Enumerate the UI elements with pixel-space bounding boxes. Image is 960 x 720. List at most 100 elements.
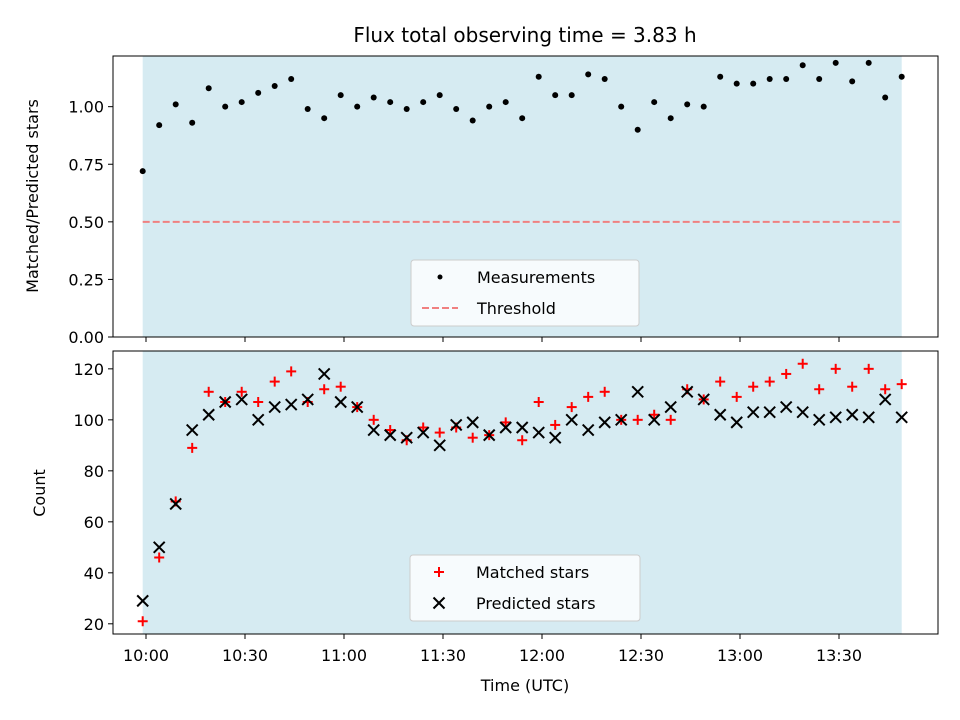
- predicted-stars-point: [334, 395, 347, 409]
- measurement-point: [700, 103, 707, 110]
- predicted-stars-point: [367, 423, 380, 437]
- predicted-stars-point: [713, 408, 727, 421]
- y-tick-label: 0.00: [68, 328, 104, 347]
- matched-stars-point: [748, 381, 759, 392]
- measurement-point: [552, 92, 559, 99]
- matched-stars-point: [847, 381, 858, 392]
- matched-stars-point: [203, 386, 214, 397]
- measurement-point: [469, 117, 476, 124]
- matched-stars-point: [253, 396, 264, 407]
- y-tick-label: 0.75: [68, 155, 104, 174]
- y-tick-label: 20: [84, 615, 104, 634]
- legend-label: Predicted stars: [476, 594, 596, 613]
- y-tick-label: 0.50: [68, 213, 104, 232]
- predicted-stars-point: [499, 421, 512, 434]
- measurement-point: [189, 119, 196, 126]
- measurement-point: [618, 103, 625, 110]
- matched-stars-point: [566, 402, 577, 413]
- predicted-stars-point: [730, 416, 743, 429]
- measurement-point: [766, 76, 773, 83]
- matched-stars-point: [533, 396, 544, 407]
- measurement-point: [436, 92, 443, 99]
- predicted-stars-point: [350, 400, 364, 414]
- matched-stars-point: [599, 386, 610, 397]
- measurement-point: [667, 115, 674, 122]
- measurement-point: [420, 99, 427, 106]
- predicted-stars-point: [532, 426, 545, 439]
- predicted-stars-point: [845, 408, 859, 421]
- axes-frame: [112, 350, 939, 635]
- x-tick-label: 10:30: [222, 646, 268, 665]
- measurement-point: [519, 115, 526, 122]
- legend-label: Threshold: [476, 299, 556, 318]
- measurement-point: [255, 89, 262, 96]
- predicted-stars-point: [796, 405, 809, 419]
- measurement-point: [535, 73, 542, 80]
- predicted-stars-point: [631, 385, 644, 398]
- measurement-point: [783, 76, 790, 83]
- predicted-stars-point: [218, 395, 232, 409]
- legend-marker: [432, 596, 446, 610]
- y-tick-label: 120: [73, 360, 104, 379]
- predicted-stars-point: [466, 416, 479, 429]
- count-panel: 20 40 60 80 100 120 10:00 10:30 11:00 11:30 12:00 1…: [73, 350, 939, 665]
- measurement-point: [271, 82, 278, 89]
- measurement-point: [585, 71, 592, 78]
- matched-stars-point: [368, 414, 379, 425]
- predicted-stars-point: [812, 413, 826, 427]
- measurement-point: [238, 99, 245, 106]
- legend-box: [409, 554, 641, 622]
- matched-stars-point: [467, 432, 478, 443]
- matched-stars-point: [665, 414, 676, 425]
- predicted-stars-point: [664, 400, 677, 414]
- predicted-stars-point: [268, 400, 281, 414]
- bottom-y-axis-label: Count: [30, 469, 49, 517]
- predicted-stars-point: [614, 413, 628, 427]
- y-tick-label: 0.25: [68, 270, 104, 289]
- measurement-point: [799, 62, 806, 69]
- measurement-point: [370, 94, 377, 101]
- measurement-point: [222, 103, 229, 110]
- predicted-stars-point: [895, 411, 908, 424]
- matched-stars-point: [731, 391, 742, 402]
- measurement-point: [453, 105, 460, 112]
- x-tick-label: 13:00: [717, 646, 763, 665]
- y-tick-label: 60: [84, 513, 104, 532]
- measurement-point: [403, 105, 410, 112]
- measurement-point: [750, 80, 757, 87]
- matched-stars-point: [500, 417, 511, 428]
- predicted-stars-point: [251, 413, 265, 427]
- x-tick-label: 13:30: [816, 646, 862, 665]
- predicted-stars-point: [565, 413, 578, 427]
- predicted-stars-point: [136, 594, 149, 608]
- measurement-point: [816, 76, 823, 83]
- measurement-point: [354, 103, 361, 110]
- matched-stars-point: [187, 442, 198, 453]
- x-tick-label: 12:30: [618, 646, 664, 665]
- matched-stars-point: [632, 414, 643, 425]
- matched-stars-point: [269, 376, 280, 387]
- measurement-point: [288, 76, 295, 83]
- measurement-point: [205, 85, 212, 92]
- measurement-point: [634, 126, 641, 133]
- matched-stars-point: [550, 419, 561, 430]
- predicted-stars-point: [647, 413, 661, 427]
- y-tick-label: 80: [84, 462, 104, 481]
- matched-stars-point: [583, 391, 594, 402]
- predicted-stars-point: [763, 405, 776, 419]
- measurement-point: [156, 122, 163, 129]
- predicted-stars-point: [317, 367, 331, 381]
- measurement-point: [882, 94, 889, 101]
- matched-stars-point: [830, 363, 841, 374]
- predicted-stars-point: [697, 393, 710, 406]
- predicted-stars-point: [449, 418, 463, 432]
- legend: Measurements Threshold: [410, 259, 640, 327]
- predicted-stars-point: [169, 497, 182, 511]
- measurement-point: [684, 101, 691, 108]
- measurement-point: [601, 76, 608, 83]
- measurement-point: [502, 99, 509, 106]
- matched-stars-point: [880, 384, 891, 395]
- legend-marker: [434, 567, 444, 577]
- top-y-axis-label: Matched/Predicted stars: [23, 99, 42, 293]
